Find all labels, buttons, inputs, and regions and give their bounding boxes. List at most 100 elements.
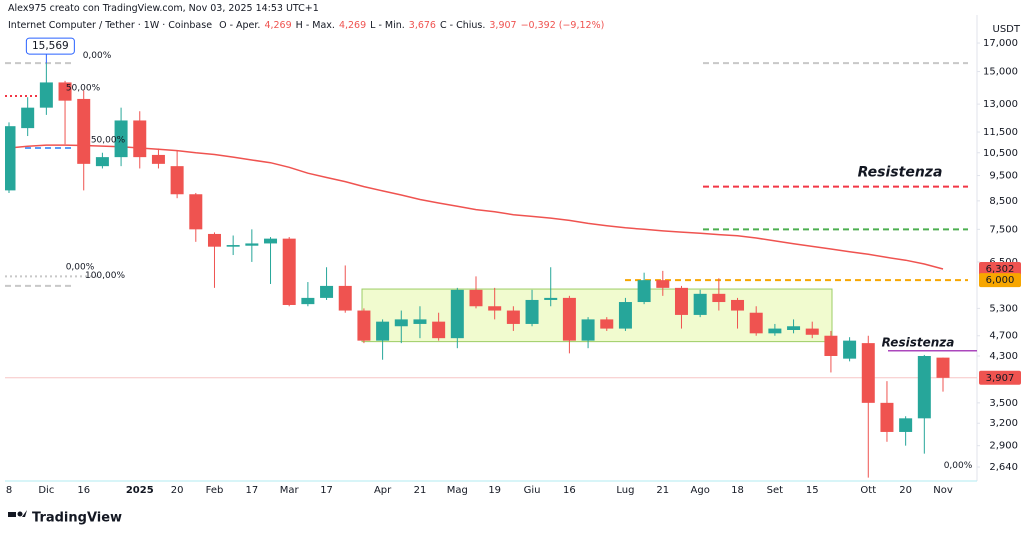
callout-box <box>25 37 75 55</box>
candle-body <box>320 285 334 298</box>
x-tick-label: 2025 <box>126 485 154 496</box>
x-tick-label: 20 <box>171 485 184 496</box>
price-label: 3,907 <box>986 373 1015 384</box>
level-label: Resistenza <box>882 335 955 349</box>
y-unit: USDT <box>993 24 1021 35</box>
candle-body <box>562 297 576 341</box>
x-tick-label: 15 <box>806 485 819 496</box>
symbol: Internet Computer / Tether · 1W · Coinba… <box>8 20 213 31</box>
candle-body <box>768 328 782 334</box>
candle-body <box>170 166 184 195</box>
candle-body <box>917 355 931 419</box>
callout-label: 15,569 <box>32 40 69 52</box>
y-tick-label: 17,000 <box>983 38 1018 49</box>
candle-body <box>189 194 203 230</box>
candle-body <box>899 418 913 432</box>
candle-body <box>5 126 16 191</box>
candle-body <box>413 319 427 324</box>
legend-line: Internet Computer / Tether · 1W · Coinba… <box>8 20 608 31</box>
x-tick-label: Apr <box>374 485 392 496</box>
candle-body <box>488 306 502 311</box>
candle-body <box>338 285 352 311</box>
ohlc-value: 4,269 <box>264 20 292 31</box>
x-tick-label: 16 <box>563 485 576 496</box>
x-tick-label: 18 <box>731 485 744 496</box>
candle-body <box>506 310 520 324</box>
y-tick-label: 2,640 <box>989 462 1018 473</box>
x-tick-label: Giu <box>524 485 541 496</box>
author-line: Alex975 creato con TradingView.com, Nov … <box>8 3 319 14</box>
candle-body <box>58 82 72 101</box>
candle-body <box>544 297 558 300</box>
price-label: 6,302 <box>986 264 1015 275</box>
x-tick-label: 16 <box>77 485 90 496</box>
x-tick-label: 17 <box>245 485 258 496</box>
y-tick-label: 3,200 <box>989 418 1018 429</box>
candle-body <box>114 120 128 158</box>
plot <box>5 62 977 478</box>
fib-label: 100,00% <box>85 271 125 281</box>
candle-body <box>450 289 464 339</box>
candle-body <box>301 297 315 305</box>
candle-body <box>843 340 857 359</box>
price-label: 6,000 <box>986 275 1015 286</box>
fib-label: 50,00% <box>91 136 126 146</box>
y-tick-label: 3,500 <box>989 398 1018 409</box>
x-tick-label: Feb <box>206 485 224 496</box>
price-label-box <box>979 370 1021 385</box>
y-tick-label: 8,500 <box>989 196 1018 207</box>
y-tick-label: 10,500 <box>983 148 1018 159</box>
x-tick-label: 21 <box>414 485 427 496</box>
candle-body <box>245 243 259 246</box>
candle-body <box>637 280 651 303</box>
candle-body <box>581 319 595 341</box>
candle-body <box>656 280 670 288</box>
ohlc-key: C - Chius. <box>439 20 486 31</box>
y-tick-label: 9,500 <box>989 171 1018 182</box>
candle-body <box>880 402 894 432</box>
candle-body <box>600 319 614 329</box>
candle-body <box>618 302 632 329</box>
candle-body <box>207 233 221 247</box>
y-tick-label: 11,500 <box>983 127 1018 138</box>
candle-body <box>39 82 53 108</box>
fib-label: 0,00% <box>66 263 95 273</box>
candle-body <box>824 335 838 356</box>
ohlc-value: 4,269 <box>338 20 367 31</box>
price-label-box <box>979 261 1021 276</box>
candle-body <box>805 328 819 335</box>
y-tick-label: 4,300 <box>989 351 1018 362</box>
candle-body <box>693 293 707 315</box>
candle-body <box>749 312 763 334</box>
ohlc-value: 3,907 <box>489 20 517 31</box>
logo: TradingView <box>8 510 122 526</box>
change: −0,392 (−9,12%) <box>520 20 605 31</box>
x-tick-label: 17 <box>320 485 333 496</box>
price-label-box <box>979 273 1021 288</box>
fib-label: 0,00% <box>944 461 973 471</box>
y-tick-label: 13,000 <box>983 99 1018 110</box>
x-tick-label: Set <box>767 485 784 496</box>
candle-body <box>357 310 371 341</box>
candle-body <box>264 238 278 244</box>
candle-body <box>674 287 688 315</box>
candle-body <box>226 245 240 247</box>
candle-body <box>151 154 165 164</box>
candle-body <box>936 357 950 378</box>
x-tick-label: Nov <box>933 485 953 496</box>
candle-body <box>95 157 109 167</box>
x-tick-label: 19 <box>488 485 501 496</box>
x-tick-label: 21 <box>656 485 669 496</box>
y-tick-label: 4,700 <box>989 331 1018 342</box>
ohlc-key: L - Min. <box>370 20 405 31</box>
candle-body <box>787 326 801 330</box>
fib-label: 0,00% <box>83 51 112 61</box>
y-tick-label: 7,500 <box>989 224 1018 235</box>
x-tick-label: Mar <box>280 485 300 496</box>
candle-body <box>432 321 446 339</box>
x-tick-label: Mag <box>447 485 468 496</box>
candle-body <box>525 299 539 324</box>
fib-label: 50,00% <box>66 84 101 94</box>
